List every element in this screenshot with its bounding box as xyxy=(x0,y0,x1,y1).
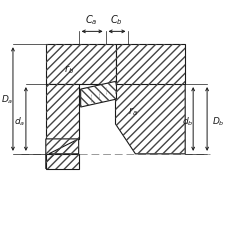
Polygon shape xyxy=(46,154,78,169)
Polygon shape xyxy=(49,139,78,154)
Polygon shape xyxy=(46,45,115,85)
Text: $D_a$: $D_a$ xyxy=(1,93,13,106)
Text: $C_b$: $C_b$ xyxy=(110,14,122,27)
Text: $C_a$: $C_a$ xyxy=(85,14,97,27)
Text: $r_b$: $r_b$ xyxy=(63,63,73,75)
Polygon shape xyxy=(80,82,116,108)
Polygon shape xyxy=(115,85,184,154)
Text: $r_a$: $r_a$ xyxy=(128,105,138,118)
Text: $d_b$: $d_b$ xyxy=(182,115,193,128)
Text: $d_a$: $d_a$ xyxy=(14,115,25,128)
Polygon shape xyxy=(46,85,78,139)
Polygon shape xyxy=(115,45,184,85)
Text: $D_b$: $D_b$ xyxy=(211,115,224,128)
Polygon shape xyxy=(46,139,78,169)
